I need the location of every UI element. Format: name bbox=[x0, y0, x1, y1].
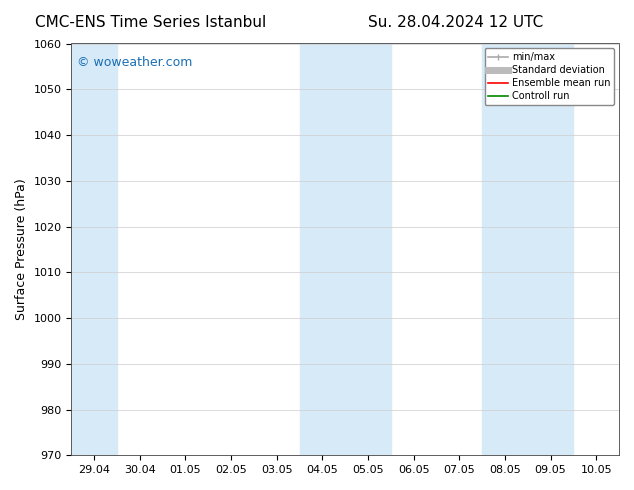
Text: © woweather.com: © woweather.com bbox=[77, 56, 192, 69]
Bar bbox=[300, 44, 391, 455]
Bar bbox=[72, 44, 117, 455]
Bar bbox=[482, 44, 573, 455]
Legend: min/max, Standard deviation, Ensemble mean run, Controll run: min/max, Standard deviation, Ensemble me… bbox=[484, 49, 614, 105]
Text: Su. 28.04.2024 12 UTC: Su. 28.04.2024 12 UTC bbox=[368, 15, 543, 30]
Text: CMC-ENS Time Series Istanbul: CMC-ENS Time Series Istanbul bbox=[35, 15, 266, 30]
Y-axis label: Surface Pressure (hPa): Surface Pressure (hPa) bbox=[15, 178, 28, 320]
